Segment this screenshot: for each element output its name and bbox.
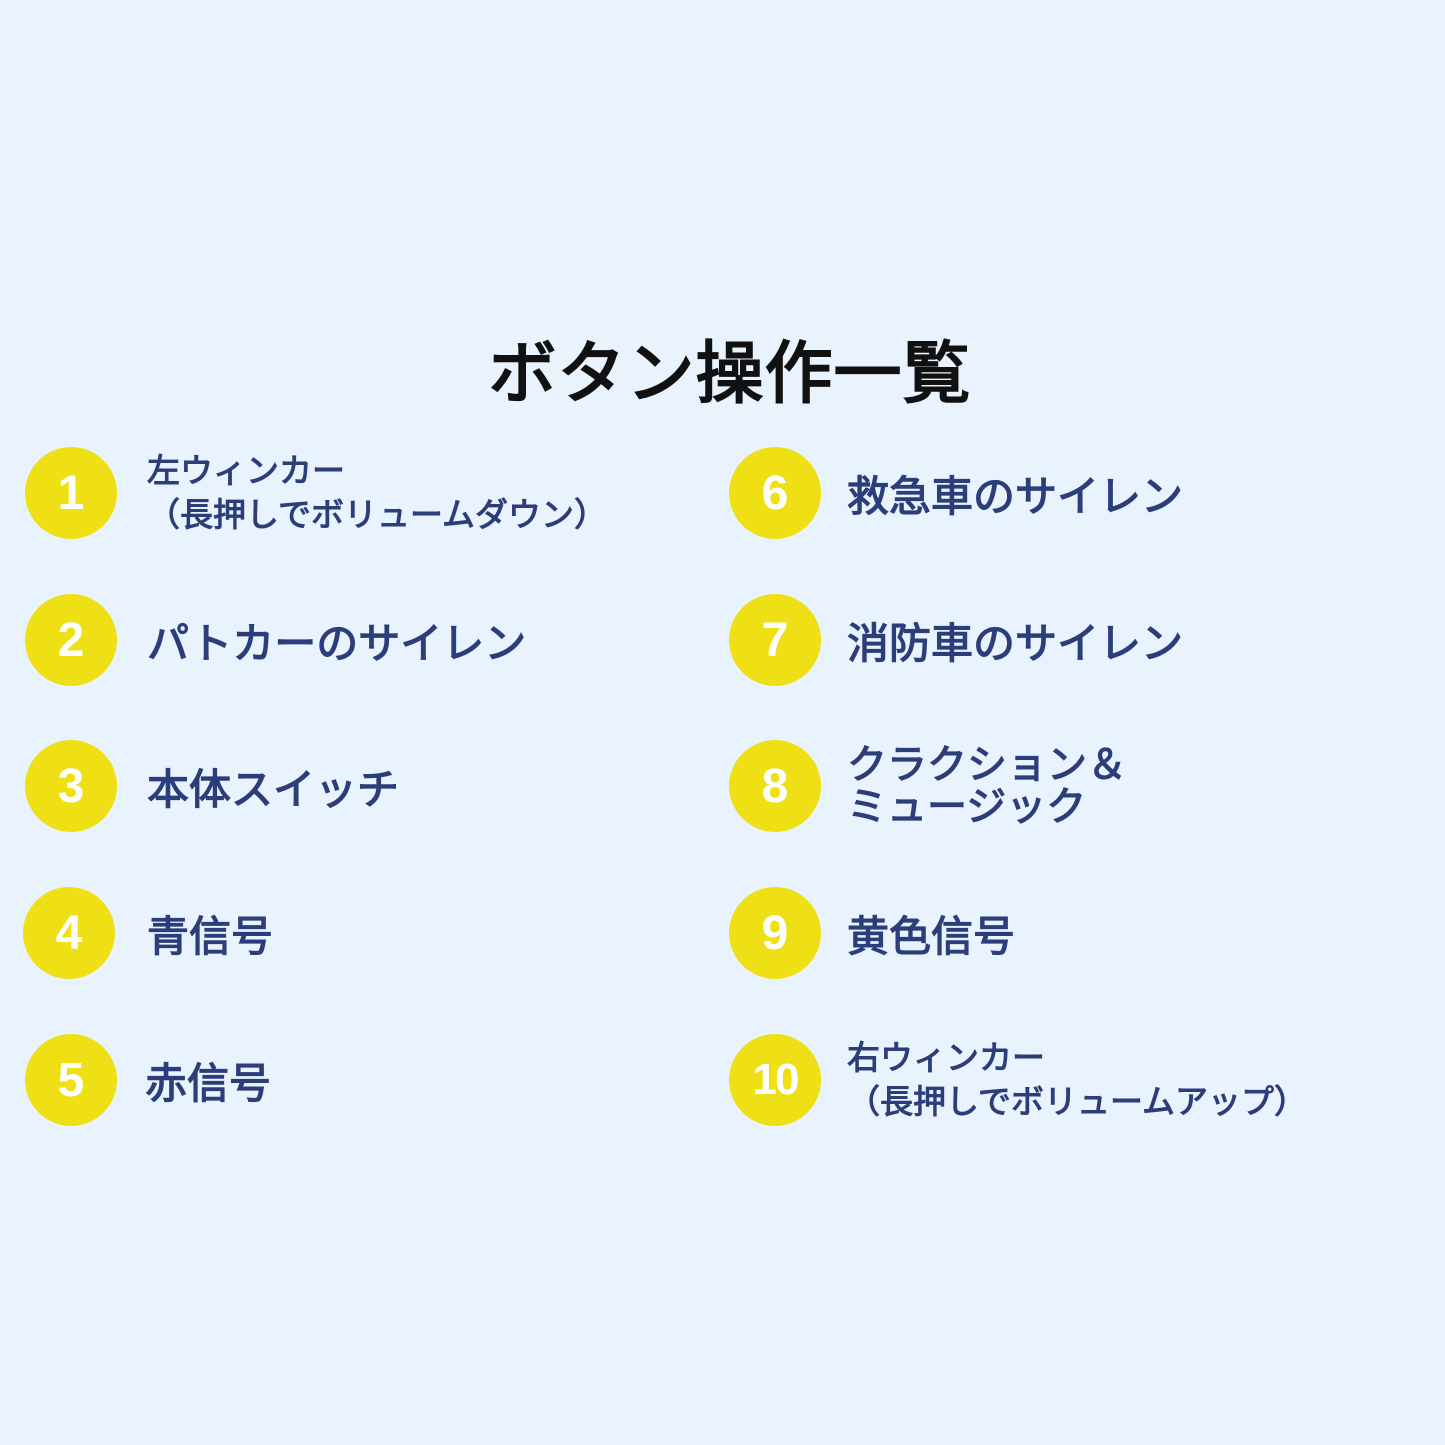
number-badge: 7 (729, 594, 821, 686)
item-label: 右ウィンカー （長押しでボリュームアップ） (847, 1034, 1307, 1126)
item-label: 左ウィンカー （長押しでボリュームダウン） (147, 447, 607, 539)
number-badge: 9 (729, 887, 821, 979)
label-line: 左ウィンカー (147, 451, 345, 490)
number-badge: 1 (25, 447, 117, 539)
number-badge: 8 (729, 740, 821, 832)
page-title: ボタン操作一覧 (488, 335, 972, 414)
number-badge: 4 (23, 887, 115, 979)
number-badge: 6 (729, 447, 821, 539)
label-line: （長押しでボリュームアップ） (847, 1082, 1308, 1121)
item-label: パトカーのサイレン (147, 618, 527, 668)
number-badge: 3 (25, 740, 117, 832)
number-badge: 10 (729, 1034, 821, 1126)
label-line: ミュージック (847, 784, 1087, 830)
number-badge: 5 (25, 1034, 117, 1126)
item-label: 消防車のサイレン (847, 618, 1184, 668)
item-label: 黄色信号 (847, 911, 1016, 961)
item-label: 赤信号 (145, 1058, 272, 1108)
label-line: （長押しでボリュームダウン） (147, 495, 608, 534)
item-label: 救急車のサイレン (847, 471, 1184, 521)
item-label: 本体スイッチ (147, 764, 400, 814)
number-badge: 2 (25, 594, 117, 686)
item-label: クラクション＆ ミュージック (847, 740, 1127, 832)
label-line: クラクション＆ (847, 742, 1127, 788)
label-line: 右ウィンカー (847, 1038, 1045, 1077)
item-label: 青信号 (147, 911, 274, 961)
